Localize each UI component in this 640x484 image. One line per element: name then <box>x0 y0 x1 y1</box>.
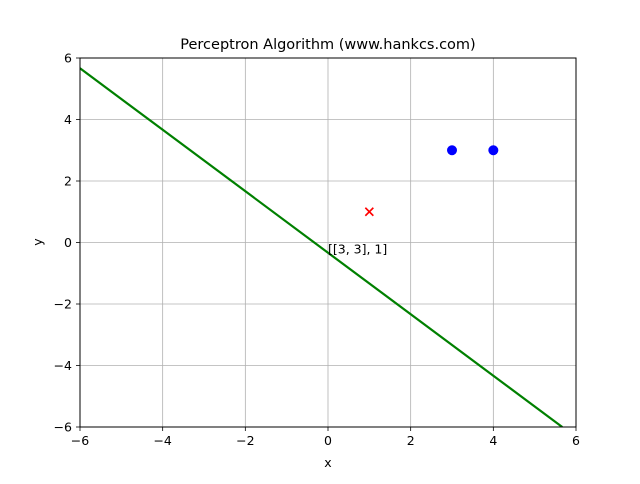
y-tick-label: 6 <box>64 51 72 66</box>
x-tick-label: 2 <box>407 433 415 448</box>
points-layer <box>364 145 499 217</box>
x-tick-label: −6 <box>71 433 89 448</box>
x-tick-label: −4 <box>153 433 171 448</box>
annotation-label: [[3, 3], 1] <box>328 242 387 257</box>
y-tick-label: 2 <box>64 174 72 189</box>
x-tick-label: −2 <box>236 433 254 448</box>
y-axis-label: y <box>30 238 45 246</box>
positive-point <box>447 145 457 156</box>
annotation-layer: [[3, 3], 1] <box>328 242 387 257</box>
x-tick-label: 6 <box>572 433 580 448</box>
x-tick-label: 4 <box>489 433 497 448</box>
line-layer <box>80 67 563 427</box>
ticks-layer: −6 −4 −2 0 2 4 6 −6 −4 −2 0 2 4 6 <box>54 51 580 449</box>
y-tick-label: −2 <box>54 297 72 312</box>
negative-point <box>364 207 374 217</box>
x-axis-label: x <box>324 455 331 470</box>
y-tick-label: 4 <box>64 112 72 127</box>
x-tick-label: 0 <box>324 433 332 448</box>
y-tick-label: −6 <box>54 420 72 435</box>
chart-title: Perceptron Algorithm (www.hankcs.com) <box>180 37 475 53</box>
y-tick-label: −4 <box>54 358 72 373</box>
positive-point <box>488 145 499 156</box>
y-tick-label: 0 <box>64 235 72 250</box>
decision-boundary-line <box>80 67 563 427</box>
